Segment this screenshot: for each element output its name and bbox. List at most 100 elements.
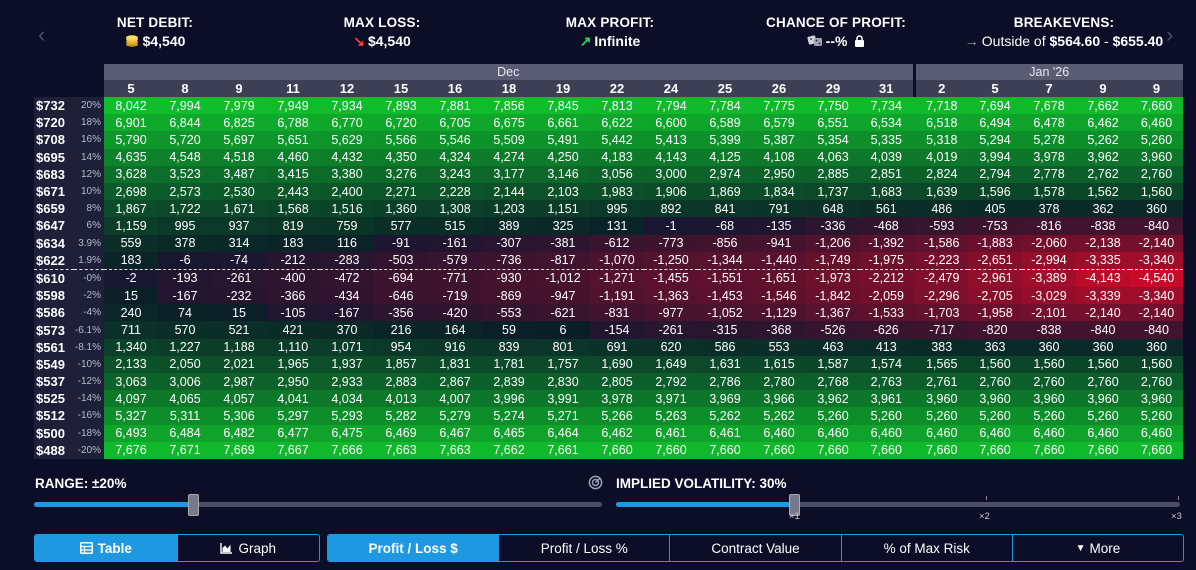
pl-cell[interactable]: 4,034 <box>320 390 374 408</box>
pl-cell[interactable]: 5,327 <box>104 407 158 425</box>
pl-cell[interactable]: 6,477 <box>266 424 320 442</box>
pl-cell[interactable]: 4,063 <box>806 148 860 166</box>
pl-cell[interactable]: -1,546 <box>752 287 806 305</box>
pl-cell[interactable]: -1,883 <box>968 234 1022 252</box>
pl-cell[interactable]: -2,961 <box>968 269 1022 288</box>
pl-cell[interactable]: 1,869 <box>698 182 752 201</box>
pl-cell[interactable]: 6,518 <box>914 114 968 132</box>
pl-cell[interactable]: 6,901 <box>104 114 158 132</box>
pl-cell[interactable]: 3,523 <box>158 165 212 183</box>
pl-cell[interactable]: 1,110 <box>266 338 320 356</box>
pl-cell[interactable]: -612 <box>590 234 644 252</box>
pl-cell[interactable]: -1,533 <box>860 304 914 322</box>
pl-cell[interactable]: 2,443 <box>266 182 320 201</box>
pl-cell[interactable]: 6,475 <box>320 424 374 442</box>
pl-cell[interactable]: 1,203 <box>482 200 536 218</box>
pl-cell[interactable]: 5,629 <box>320 131 374 149</box>
pl-cell[interactable]: 2,987 <box>212 373 266 391</box>
pl-cell[interactable]: 7,856 <box>482 97 536 115</box>
next-arrow-icon[interactable]: › <box>1166 22 1174 47</box>
pl-cell[interactable]: -1,367 <box>806 304 860 322</box>
pl-cell[interactable]: 559 <box>104 234 158 252</box>
pl-cell[interactable]: 1,671 <box>212 200 266 218</box>
pl-cell[interactable]: 7,718 <box>914 97 968 115</box>
pl-cell[interactable]: 2,780 <box>752 373 806 391</box>
pl-cell[interactable]: 6,460 <box>1076 424 1130 442</box>
pl-cell[interactable]: -694 <box>374 269 428 288</box>
pl-cell[interactable]: 5,260 <box>914 407 968 425</box>
graph-view-button[interactable]: Graph <box>177 535 319 561</box>
pl-cell[interactable]: 6,720 <box>374 114 428 132</box>
pl-cell[interactable]: 5,279 <box>428 407 482 425</box>
pl-cell[interactable]: -307 <box>482 234 536 252</box>
pl-cell[interactable]: 7,881 <box>428 97 482 115</box>
pl-cell[interactable]: -1,344 <box>698 251 752 270</box>
pl-cell[interactable]: 7,660 <box>968 441 1022 459</box>
pl-cell[interactable]: -2,212 <box>860 269 914 288</box>
pl-cell[interactable]: 1,781 <box>482 355 536 373</box>
pl-cell[interactable]: -6 <box>158 251 212 270</box>
expiry-day-header[interactable]: 2 <box>912 80 968 97</box>
pl-cell[interactable]: -3,340 <box>1130 287 1183 305</box>
pl-cell[interactable]: 7,660 <box>1130 441 1183 459</box>
pl-cell[interactable]: 413 <box>860 338 914 356</box>
pl-cell[interactable]: 3,960 <box>968 390 1022 408</box>
pl-cell[interactable]: 1,757 <box>536 355 590 373</box>
pl-cell[interactable]: 7,660 <box>1076 441 1130 459</box>
pl-cell[interactable]: 15 <box>212 304 266 322</box>
pl-cell[interactable]: 841 <box>698 200 752 218</box>
pl-cell[interactable]: 5,387 <box>752 131 806 149</box>
pl-cell[interactable]: 6,551 <box>806 114 860 132</box>
pl-cell[interactable]: 240 <box>104 304 158 322</box>
pl-cell[interactable]: 2,950 <box>752 165 806 183</box>
pl-cell[interactable]: -930 <box>482 269 536 288</box>
pl-cell[interactable]: 3,978 <box>1022 148 1076 166</box>
pl-cell[interactable]: 5,262 <box>1076 131 1130 149</box>
pl-cell[interactable]: -91 <box>374 234 428 252</box>
pl-cell[interactable]: -1,842 <box>806 287 860 305</box>
pl-cell[interactable]: 3,380 <box>320 165 374 183</box>
pl-cell[interactable]: 2,021 <box>212 355 266 373</box>
pl-cell[interactable]: -736 <box>482 251 536 270</box>
pl-cell[interactable]: 7,676 <box>104 441 158 459</box>
pl-cell[interactable]: 4,057 <box>212 390 266 408</box>
pl-cell[interactable]: 486 <box>914 200 968 218</box>
pl-cell[interactable]: 4,518 <box>212 148 266 166</box>
pl-cell[interactable]: 521 <box>212 321 266 339</box>
pl-cell[interactable]: 7,660 <box>1022 441 1076 459</box>
pl-cell[interactable]: 5,260 <box>1130 131 1183 149</box>
pl-cell[interactable]: 7,934 <box>320 97 374 115</box>
pl-cell[interactable]: -1,749 <box>806 251 860 270</box>
pl-cell[interactable]: 7,660 <box>914 441 968 459</box>
pl-cell[interactable]: -1,191 <box>590 287 644 305</box>
pl-cell[interactable]: 6,844 <box>158 114 212 132</box>
pl-cell[interactable]: 1,188 <box>212 338 266 356</box>
pl-cell[interactable]: 3,960 <box>1076 390 1130 408</box>
pl-cell[interactable]: 6,460 <box>1022 424 1076 442</box>
pl-cell[interactable]: -1,129 <box>752 304 806 322</box>
pl-cell[interactable]: 711 <box>104 321 158 339</box>
lock-icon[interactable] <box>854 35 865 47</box>
pl-cell[interactable]: 5,697 <box>212 131 266 149</box>
pl-cell[interactable]: 1,737 <box>806 182 860 201</box>
pl-cell[interactable]: 1,308 <box>428 200 482 218</box>
pl-cell[interactable]: -2 <box>104 269 158 288</box>
pl-cell[interactable]: 4,548 <box>158 148 212 166</box>
expiry-day-header[interactable]: 11 <box>266 80 320 97</box>
pl-cell[interactable]: -68 <box>698 217 752 235</box>
pl-cell[interactable]: 2,760 <box>1076 373 1130 391</box>
pl-cell[interactable]: 116 <box>320 234 374 252</box>
pl-cell[interactable]: 5,720 <box>158 131 212 149</box>
pl-cell[interactable]: 6,534 <box>860 114 914 132</box>
pl-cell[interactable]: -368 <box>752 321 806 339</box>
pl-cell[interactable]: 691 <box>590 338 644 356</box>
pl-cell[interactable]: -838 <box>1076 217 1130 235</box>
pl-cell[interactable]: -1,070 <box>590 251 644 270</box>
pl-cell[interactable]: 1,227 <box>158 338 212 356</box>
tab-contract-value[interactable]: Contract Value <box>670 535 842 561</box>
pl-cell[interactable]: 6,494 <box>968 114 1022 132</box>
pl-cell[interactable]: -771 <box>428 269 482 288</box>
pl-cell[interactable]: -135 <box>752 217 806 235</box>
pl-cell[interactable]: 4,013 <box>374 390 428 408</box>
expiry-day-header[interactable]: 29 <box>806 80 860 97</box>
